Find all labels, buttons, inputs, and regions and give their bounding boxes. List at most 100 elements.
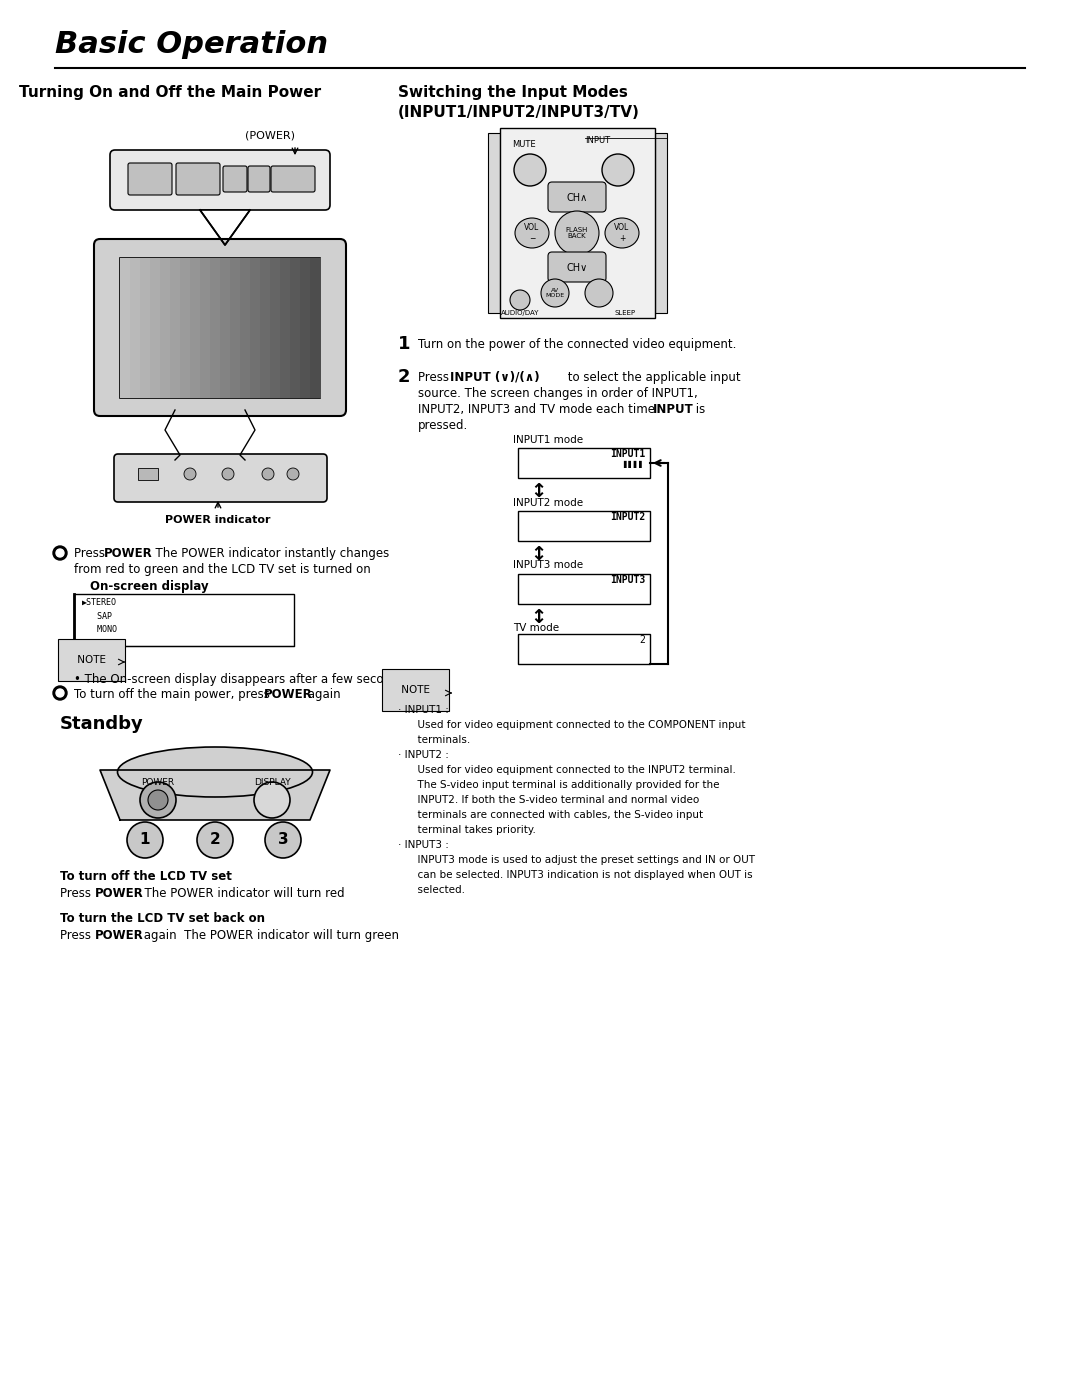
Circle shape bbox=[53, 686, 67, 700]
Text: Used for video equipment connected to the INPUT2 terminal.: Used for video equipment connected to th… bbox=[399, 765, 735, 774]
Text: AV
MODE: AV MODE bbox=[545, 287, 565, 298]
Bar bbox=[488, 133, 500, 313]
Text: · INPUT3 :: · INPUT3 : bbox=[399, 840, 449, 850]
Text: To turn off the LCD TV set: To turn off the LCD TV set bbox=[60, 870, 232, 883]
Text: INPUT1: INPUT1 bbox=[610, 449, 645, 459]
Bar bbox=[160, 258, 171, 398]
Bar bbox=[150, 258, 161, 398]
Text: • The On-screen display disappears after a few seconds: • The On-screen display disappears after… bbox=[75, 673, 405, 686]
Text: to select the applicable input: to select the applicable input bbox=[564, 371, 741, 384]
Bar bbox=[170, 258, 181, 398]
Text: 3: 3 bbox=[278, 832, 288, 847]
Text: NOTE: NOTE bbox=[75, 655, 109, 665]
Ellipse shape bbox=[515, 218, 549, 249]
Bar bbox=[120, 258, 320, 398]
Circle shape bbox=[514, 154, 546, 185]
Text: Press: Press bbox=[418, 371, 453, 384]
Text: MONO: MONO bbox=[82, 625, 117, 634]
Text: can be selected. INPUT3 indication is not displayed when OUT is: can be selected. INPUT3 indication is no… bbox=[399, 870, 753, 880]
Bar bbox=[260, 258, 271, 398]
FancyBboxPatch shape bbox=[248, 166, 270, 192]
Text: INPUT2. If both the S-video terminal and normal video: INPUT2. If both the S-video terminal and… bbox=[399, 795, 699, 805]
Bar bbox=[270, 258, 281, 398]
Circle shape bbox=[56, 549, 64, 557]
Text: On-screen display: On-screen display bbox=[90, 579, 208, 593]
Bar bbox=[240, 258, 251, 398]
Bar bbox=[310, 258, 321, 398]
Circle shape bbox=[140, 783, 176, 818]
Text: ▌▌▌▌: ▌▌▌▌ bbox=[623, 461, 645, 468]
Text: Switching the Input Modes: Switching the Input Modes bbox=[399, 85, 627, 100]
Circle shape bbox=[53, 546, 67, 560]
Bar bbox=[138, 468, 158, 481]
FancyBboxPatch shape bbox=[548, 183, 606, 211]
Bar bbox=[130, 258, 141, 398]
FancyBboxPatch shape bbox=[271, 166, 315, 192]
Circle shape bbox=[254, 783, 291, 818]
Text: from red to green and the LCD TV set is turned on: from red to green and the LCD TV set is … bbox=[75, 563, 370, 577]
Circle shape bbox=[262, 468, 274, 481]
Bar bbox=[230, 258, 241, 398]
Bar bbox=[200, 258, 211, 398]
Text: (POWER): (POWER) bbox=[245, 130, 295, 140]
Text: Basic Operation: Basic Operation bbox=[55, 30, 328, 59]
Text: source. The screen changes in order of INPUT1,: source. The screen changes in order of I… bbox=[418, 387, 698, 400]
Text: POWER: POWER bbox=[264, 688, 313, 702]
Text: VOL
−: VOL − bbox=[525, 224, 540, 243]
Circle shape bbox=[265, 822, 301, 858]
Circle shape bbox=[541, 279, 569, 308]
Bar bbox=[500, 128, 654, 319]
Polygon shape bbox=[200, 210, 249, 244]
Bar bbox=[210, 258, 221, 398]
Bar bbox=[654, 133, 667, 313]
Text: Used for video equipment connected to the COMPONENT input: Used for video equipment connected to th… bbox=[399, 719, 745, 730]
Bar bbox=[518, 574, 650, 604]
Text: SLEEP: SLEEP bbox=[615, 310, 635, 316]
Text: INPUT2: INPUT2 bbox=[610, 512, 645, 522]
Text: AUDIO/DAY: AUDIO/DAY bbox=[501, 310, 539, 316]
Text: again: again bbox=[303, 688, 340, 702]
Text: INPUT3 mode: INPUT3 mode bbox=[513, 560, 583, 570]
Bar bbox=[190, 258, 201, 398]
Circle shape bbox=[56, 689, 64, 697]
Text: ↕: ↕ bbox=[530, 608, 546, 627]
Bar bbox=[280, 258, 291, 398]
FancyBboxPatch shape bbox=[110, 150, 330, 210]
Text: TV mode: TV mode bbox=[513, 623, 559, 633]
Text: NOTE: NOTE bbox=[399, 685, 433, 695]
Text: Turning On and Off the Main Power: Turning On and Off the Main Power bbox=[19, 85, 321, 100]
Text: POWER: POWER bbox=[95, 887, 144, 899]
Text: Press: Press bbox=[75, 546, 109, 560]
Circle shape bbox=[585, 279, 613, 308]
Text: 1: 1 bbox=[139, 832, 150, 847]
Text: POWER: POWER bbox=[141, 778, 175, 787]
Text: ▶STEREO: ▶STEREO bbox=[82, 599, 117, 607]
Bar bbox=[75, 595, 294, 647]
Text: INPUT (∨)/(∧): INPUT (∨)/(∧) bbox=[450, 371, 540, 384]
Text: terminal takes priority.: terminal takes priority. bbox=[399, 825, 536, 835]
Circle shape bbox=[602, 154, 634, 185]
Bar bbox=[300, 258, 311, 398]
Text: terminals.: terminals. bbox=[399, 735, 470, 746]
FancyBboxPatch shape bbox=[114, 454, 327, 503]
Text: · INPUT1 :: · INPUT1 : bbox=[399, 704, 449, 715]
Ellipse shape bbox=[605, 218, 639, 249]
Text: INPUT: INPUT bbox=[653, 404, 693, 416]
Text: terminals are connected with cables, the S-video input: terminals are connected with cables, the… bbox=[399, 810, 703, 820]
Text: To turn off the main power, press: To turn off the main power, press bbox=[75, 688, 273, 702]
Text: INPUT2 mode: INPUT2 mode bbox=[513, 498, 583, 508]
Text: SAP: SAP bbox=[82, 612, 112, 621]
Text: is: is bbox=[692, 404, 705, 416]
Text: CH∨: CH∨ bbox=[566, 264, 588, 273]
Bar bbox=[518, 511, 650, 541]
Circle shape bbox=[222, 468, 234, 481]
Text: ↕: ↕ bbox=[530, 482, 546, 501]
Text: 2: 2 bbox=[210, 832, 220, 847]
Bar bbox=[120, 258, 131, 398]
Circle shape bbox=[184, 468, 195, 481]
Circle shape bbox=[555, 211, 599, 255]
Bar bbox=[518, 634, 650, 665]
FancyBboxPatch shape bbox=[129, 163, 172, 195]
Text: Turn on the power of the connected video equipment.: Turn on the power of the connected video… bbox=[418, 338, 737, 351]
Bar bbox=[140, 258, 151, 398]
